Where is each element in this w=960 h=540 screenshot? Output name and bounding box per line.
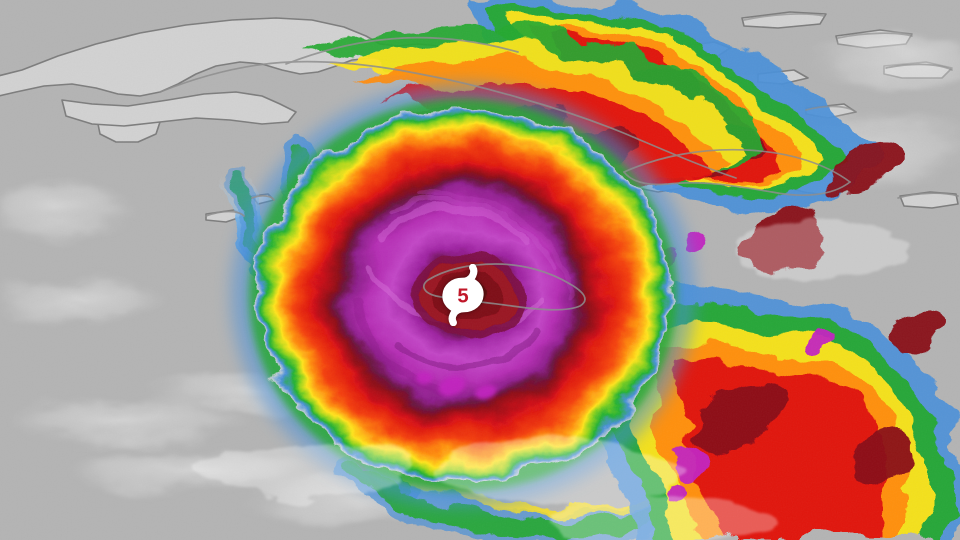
hurricane-category-number: 5 bbox=[457, 285, 468, 307]
hurricane-category-marker[interactable]: 5 bbox=[432, 263, 494, 326]
hurricane-cyclone-icon: 5 bbox=[442, 263, 484, 326]
